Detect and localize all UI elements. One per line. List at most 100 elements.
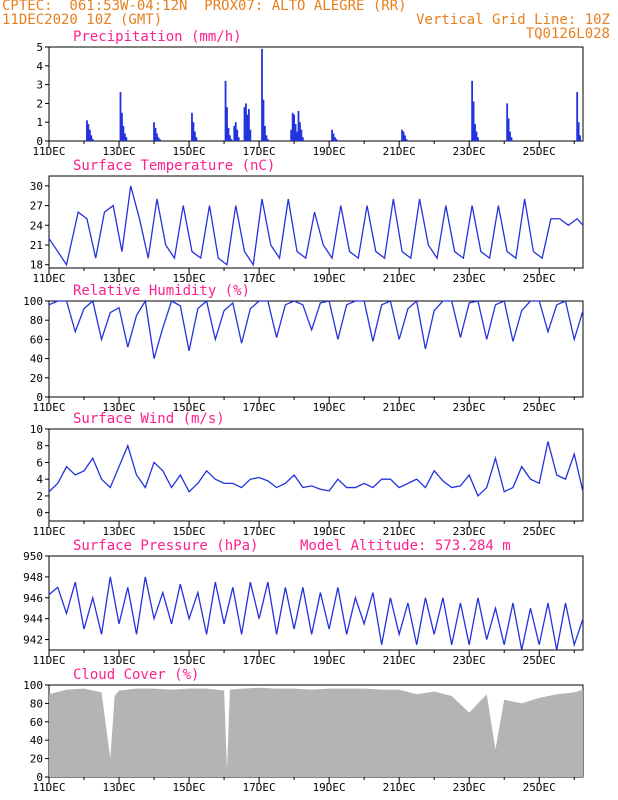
wind-ytick-label: 10 [30,423,43,436]
precipitation-bar [87,124,90,141]
precipitation-bar [88,129,91,141]
precipitation-bar [507,118,510,141]
precipitation-bar [90,135,93,141]
precipitation-bar [265,135,268,141]
precipitation-bar [246,114,249,141]
precipitation-bar [154,127,157,141]
precipitation-bar [191,112,193,141]
humidity-xtick-label: 13DEC [102,401,135,414]
pressure-xtick-label: 17DEC [243,654,276,667]
precipitation-bar [243,107,246,141]
precipitation-bar [477,137,479,141]
cloud-cover-xtick-label: 11DEC [32,781,65,794]
pressure-series-line [48,576,584,651]
wind-ytick-label: 0 [36,507,43,520]
precipitation-bar [86,120,88,141]
humidity-series-line [48,299,584,359]
wind-ytick-label: 2 [36,490,43,503]
precipitation-bar [153,122,155,141]
pressure-xtick-label: 21DEC [383,654,416,667]
precipitation-bar [290,129,293,141]
pressure-ytick-label: 946 [23,592,43,605]
cloud-cover-area [49,687,583,777]
wind-xtick-label: 11DEC [32,525,65,538]
precipitation-bar [402,131,405,141]
precipitation-bar [194,131,196,141]
precipitation-ytick-label: 4 [36,60,43,73]
precipitation-bar [192,122,195,141]
precipitation-bar [510,137,513,141]
pressure-xtick-label: 15DEC [173,654,206,667]
temperature-xtick-label: 15DEC [173,272,206,285]
cloud-cover-ytick-label: 100 [23,679,43,692]
precipitation-bar [261,48,263,141]
wind-ytick-label: 8 [36,440,43,453]
precipitation-bar [266,139,269,141]
precipitation-xtick-label: 25DEC [523,145,556,158]
precipitation-bar [509,131,511,141]
wind-xtick-label: 19DEC [313,525,346,538]
precipitation-bar [335,139,338,141]
wind-xtick-label: 17DEC [243,525,276,538]
precipitation-bar [296,131,298,141]
precipitation-bar [331,129,333,141]
precipitation-xtick-label: 15DEC [173,145,206,158]
humidity-xtick-label: 25DEC [523,401,556,414]
temperature-frame [48,175,584,269]
cloud-cover-xtick-label: 19DEC [313,781,346,794]
precipitation-bar [233,125,236,141]
precipitation-bar [226,107,228,141]
humidity-ytick-label: 80 [30,314,43,327]
humidity-ytick-label: 60 [30,333,43,346]
precipitation-xtick-label: 13DEC [102,145,135,158]
temperature-xtick-label: 13DEC [102,272,135,285]
temperature-xtick-label: 11DEC [32,272,65,285]
wind-frame [48,428,584,522]
precipitation-ytick-label: 5 [36,41,43,54]
precipitation-bar [262,99,265,141]
precipitation-bar [332,133,335,141]
precipitation-bar [249,129,252,141]
header-run-date: 11DEC2020 10Z (GMT) [2,12,163,28]
precipitation-bar [576,92,579,141]
precipitation-bar [300,129,303,141]
precipitation-bar [294,124,297,141]
precipitation-bar [236,129,239,141]
precipitation-bar [158,139,161,141]
pressure-xtick-label: 25DEC [523,654,556,667]
cloud-cover-title: Cloud Cover (%) [73,667,199,683]
precipitation-bar [157,137,160,141]
temperature-xtick-label: 19DEC [313,272,346,285]
cloud-cover-xtick-label: 21DEC [383,781,416,794]
precipitation-bar [475,131,478,141]
wind-xtick-label: 15DEC [173,525,206,538]
humidity-ytick-label: 20 [30,372,43,385]
wind-ytick-label: 6 [36,456,43,469]
precipitation-bar [405,139,408,141]
precipitation-bar [577,122,580,141]
temperature-ytick-label: 24 [30,219,44,232]
precipitation-bar [401,129,403,141]
precipitation-bar [234,122,237,141]
wind-series-line [48,441,584,498]
temperature-xtick-label: 25DEC [523,272,556,285]
precipitation-xtick-label: 11DEC [32,145,65,158]
precipitation-bar [301,137,304,141]
cloud-cover-ytick-label: 20 [30,753,43,766]
precipitation-xtick-label: 17DEC [243,145,276,158]
precipitation-bar [297,110,300,141]
temperature-xtick-label: 21DEC [383,272,416,285]
cloud-cover-xtick-label: 15DEC [173,781,206,794]
precipitation-bar [195,137,198,141]
precipitation-bar [471,80,474,141]
precipitation-bar [122,125,125,141]
precipitation-title: Precipitation (mm/h) [73,29,242,45]
cloud-cover-xtick-label: 25DEC [523,781,556,794]
pressure-xtick-label: 11DEC [32,654,65,667]
humidity-xtick-label: 21DEC [383,401,416,414]
temperature-title: Surface Temperature (nC) [73,158,275,174]
precipitation-bar [474,124,476,141]
precipitation-xtick-label: 23DEC [453,145,486,158]
wind-xtick-label: 13DEC [102,525,135,538]
wind-xtick-label: 21DEC [383,525,416,538]
